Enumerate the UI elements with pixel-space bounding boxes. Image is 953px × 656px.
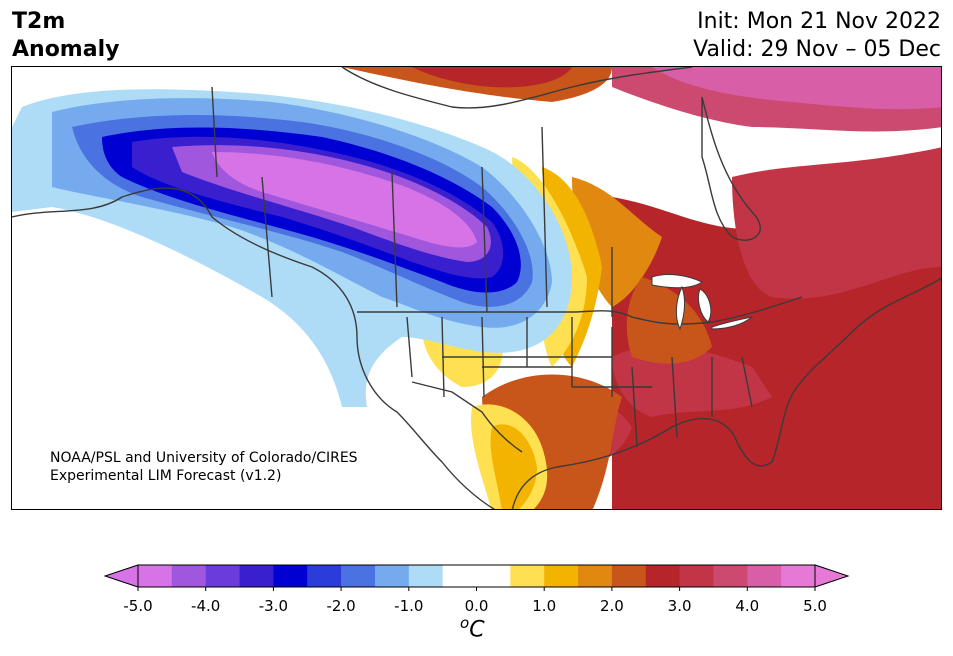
border-provinces [261, 126, 613, 317]
chart-title: T2m Anomaly [12, 8, 119, 64]
colorbar-tick-label: 3.0 [668, 597, 692, 615]
colorbar-bin [273, 565, 308, 587]
coastline-pacific [12, 187, 496, 509]
border-states [406, 316, 753, 448]
init-date: Init: Mon 21 Nov 2022 [697, 9, 941, 34]
colorbar-bin [171, 565, 207, 587]
colorbar-bin [239, 565, 274, 587]
coastline-gulf [511, 417, 773, 509]
lake-erie [711, 316, 753, 330]
coastline-hudson [701, 96, 761, 241]
colorbar-tick-label: -4.0 [191, 597, 220, 615]
colorbar-extend-min [103, 564, 139, 588]
colorbar-outline [137, 564, 816, 588]
valid-date: Valid: 29 Nov – 05 Dec [693, 37, 941, 62]
colorbar-bin [205, 565, 241, 587]
great-lakes [651, 274, 753, 331]
coastline-atlantic [771, 277, 941, 463]
border-us-canada [357, 296, 803, 325]
unit-base: C [469, 617, 485, 643]
credit-line-2: Experimental LIM Forecast (v1.2) [50, 468, 282, 484]
anomaly-region-warm-brown [626, 277, 712, 364]
colorbar-tick-label: 1.0 [532, 597, 556, 615]
colorbar-bin [679, 565, 714, 587]
colorbar-bin [476, 565, 511, 587]
coastline-arctic [341, 67, 693, 109]
colorbar-tick-label: -2.0 [326, 597, 355, 615]
colorbar-extend-max [814, 564, 850, 588]
colorbar-bin [611, 565, 647, 587]
colorbar-tick-label: -3.0 [259, 597, 288, 615]
colorbar-bin [544, 565, 579, 587]
colorbar-bin [645, 565, 681, 587]
colorbar-bin [138, 565, 173, 587]
colorbar-bin [781, 565, 816, 587]
anomaly-region-amber-mexico [490, 424, 537, 509]
colorbar-bin [307, 565, 342, 587]
map-panel: NOAA/PSL and University of Colorado/CIRE… [11, 66, 942, 510]
anomaly-fill-layer [12, 67, 941, 509]
anomaly-map [12, 67, 941, 509]
colorbar-bin [578, 565, 613, 587]
unit-superscript: o [460, 614, 470, 632]
date-info: Init: Mon 21 Nov 2022 Valid: 29 Nov – 05… [693, 8, 941, 64]
colorbar-tick-label: 2.0 [600, 597, 624, 615]
lake-michigan [675, 285, 686, 331]
credit-line-1: NOAA/PSL and University of Colorado/CIRE… [50, 450, 358, 466]
colorbar-bin [713, 565, 748, 587]
lake-huron [697, 288, 712, 323]
anomaly-region-arctic-pink [652, 67, 941, 110]
border-alaska-canada [211, 86, 218, 178]
colorbar-bin [408, 565, 444, 587]
colorbar-bin [341, 565, 376, 587]
border-us-mexico [411, 381, 523, 453]
colorbar-bin [374, 565, 410, 587]
anomaly-region-arctic-brown [412, 67, 572, 88]
title-line-2: Anomaly [12, 37, 120, 62]
credit-text: NOAA/PSL and University of Colorado/CIRE… [50, 449, 358, 485]
colorbar-bin [510, 565, 545, 587]
colorbar-bin [442, 565, 477, 587]
colorbar-tick-label: -5.0 [123, 597, 152, 615]
colorbar-tick-label: -1.0 [394, 597, 423, 615]
anomaly-region-warm-rose-southeast [612, 346, 772, 417]
colorbar-tick-label: 0.0 [465, 597, 489, 615]
title-line-1: T2m [12, 9, 66, 34]
unit-label: oC [460, 614, 485, 642]
colorbar-tick-label: 5.0 [803, 597, 827, 615]
anomaly-region-cold-max [212, 152, 477, 248]
lake-superior [651, 274, 703, 289]
colorbar-bin [747, 565, 782, 587]
boundary-layer [12, 67, 941, 509]
anomaly-region-warm-rose [732, 147, 941, 299]
colorbar-tick-label: 4.0 [735, 597, 759, 615]
